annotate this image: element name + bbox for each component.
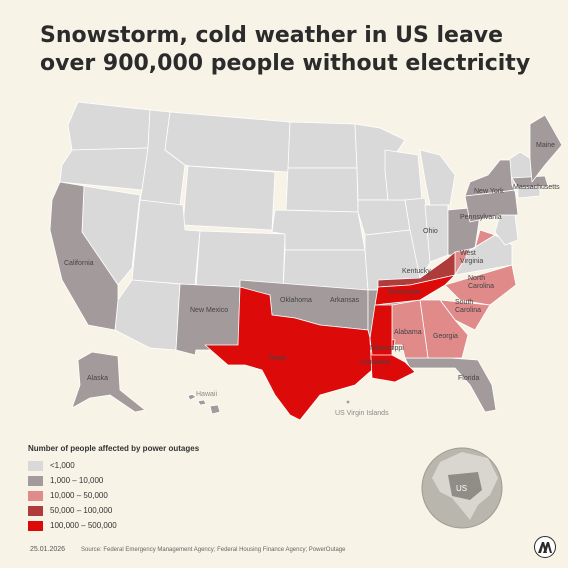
legend-item-100000-500000: 100,000 – 500,000 <box>28 518 288 533</box>
state-florida <box>404 357 497 413</box>
label-alabama: Alabama <box>394 329 422 336</box>
label-alaska: Alaska <box>87 375 108 382</box>
state-north-dakota <box>287 121 358 169</box>
legend-label: 50,000 – 100,000 <box>50 506 113 515</box>
legend-swatch <box>28 460 43 471</box>
label-south-carolina: South Carolina <box>455 299 481 314</box>
label-west-virginia-line2: Virginia <box>460 258 483 265</box>
locator-globe: US <box>421 447 503 529</box>
label-new-york: New York <box>474 188 504 195</box>
globe-us-label: US <box>456 484 467 493</box>
state-maine <box>529 114 563 183</box>
legend-item-50000-100000: 50,000 – 100,000 <box>28 503 288 518</box>
state-alaska <box>71 351 146 413</box>
state-new-york <box>464 159 519 199</box>
label-florida: Florida <box>458 375 480 382</box>
legend-label: 100,000 – 500,000 <box>50 521 117 530</box>
us-virgin-islands-marker <box>346 400 350 404</box>
state-iowa <box>357 199 411 236</box>
state-oregon <box>59 147 149 191</box>
state-north-carolina <box>444 264 517 306</box>
label-massachusetts: Massachusetts <box>513 184 560 191</box>
legend-label: 10,000 – 50,000 <box>50 491 108 500</box>
state-michigan <box>419 149 456 206</box>
globe-us-highlight <box>448 472 482 500</box>
label-tennessee: Tennessee <box>387 289 421 296</box>
footer-date: 25.01.2026 <box>30 546 66 553</box>
label-ohio: Ohio <box>423 228 438 235</box>
legend-item-10000-50000: 10,000 – 50,000 <box>28 488 288 503</box>
label-mississippi: Mississippi <box>370 345 404 352</box>
legend-title: Number of people affected by power outag… <box>28 444 200 453</box>
legend-swatch <box>28 520 43 531</box>
legend-label: <1,000 <box>50 461 75 470</box>
label-north-carolina-line1: North <box>468 275 485 282</box>
label-kentucky: Kentucky <box>402 268 431 275</box>
label-louisiana: Louisiana <box>360 359 390 366</box>
label-arkansas: Arkansas <box>330 297 360 304</box>
state-wisconsin <box>384 149 423 201</box>
aa-logo-icon <box>534 536 556 558</box>
state-illinois <box>404 197 433 279</box>
label-new-mexico: New Mexico <box>190 307 228 314</box>
label-oklahoma: Oklahoma <box>280 297 312 304</box>
legend-item-lt1000: <1,000 <box>28 458 288 473</box>
legend-swatch <box>28 490 43 501</box>
map-title: Snowstorm, cold weather in US leave over… <box>40 23 531 76</box>
state-nebraska <box>271 209 366 251</box>
state-arizona <box>114 279 181 351</box>
label-california: California <box>64 260 94 267</box>
label-west-virginia: West Virginia <box>460 250 483 265</box>
legend-swatch <box>28 475 43 486</box>
label-south-carolina-line1: South <box>455 299 473 306</box>
state-montana <box>164 111 291 173</box>
state-wyoming <box>182 165 276 231</box>
label-north-carolina-line2: Carolina <box>468 283 494 290</box>
state-new-mexico <box>175 283 241 356</box>
state-washington <box>67 101 151 151</box>
label-pennsylvania: Pennsylvania <box>460 214 502 221</box>
label-texas: Texas <box>268 355 287 362</box>
footer: 25.01.2026 Source: Federal Emergency Man… <box>30 546 345 553</box>
label-north-carolina: North Carolina <box>468 275 494 290</box>
state-tennessee <box>374 274 456 306</box>
label-us-virgin-islands: US Virgin Islands <box>335 410 389 417</box>
footer-source: Source: Federal Emergency Management Age… <box>81 547 346 553</box>
state-california <box>49 181 119 331</box>
label-georgia: Georgia <box>433 333 458 340</box>
label-hawaii: Hawaii <box>196 391 217 398</box>
label-west-virginia-line1: West <box>460 250 476 257</box>
legend-label: 1,000 – 10,000 <box>50 476 104 485</box>
legend-item-1000-10000: 1,000 – 10,000 <box>28 473 288 488</box>
legend: Number of people affected by power outag… <box>28 444 288 533</box>
state-hawaii <box>187 393 221 415</box>
label-south-carolina-line2: Carolina <box>455 307 481 314</box>
legend-swatch <box>28 505 43 516</box>
state-south-dakota <box>285 167 359 213</box>
state-texas <box>204 286 373 421</box>
label-maine: Maine <box>536 142 555 149</box>
state-mississippi <box>369 304 393 356</box>
